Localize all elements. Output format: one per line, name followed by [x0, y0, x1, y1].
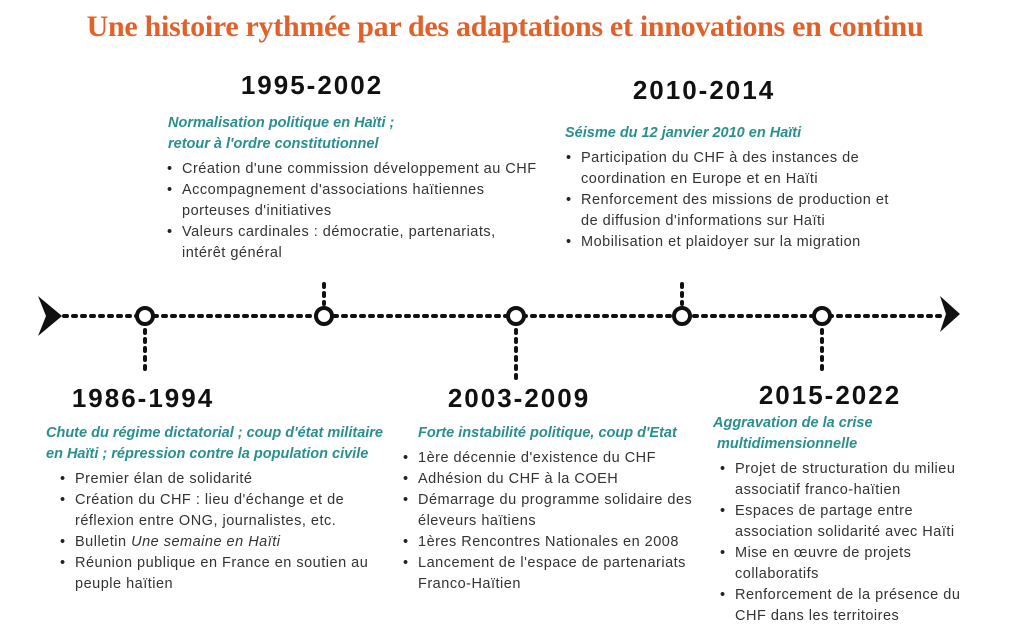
node — [314, 306, 334, 326]
list-item: Création d'une commission développement … — [167, 159, 537, 180]
period-years: 1995-2002 — [240, 70, 384, 100]
list-item: 1ère décennie d'existence du CHF — [403, 448, 703, 469]
list-item: Espaces de partage entre association sol… — [720, 501, 995, 543]
list-item: Mise en œuvre de projets collaboratifs — [720, 543, 995, 585]
period-block: Forte instabilité politique, coup d'Etat… — [403, 423, 703, 595]
item-list: Premier élan de solidaritéCréation du CH… — [60, 469, 370, 595]
list-item: Participation du CHF à des instances de … — [566, 148, 906, 190]
period-subtitle: en Haïti ; répression contre la populati… — [46, 446, 369, 462]
period-block: Aggravation de la crise multidimensionnel… — [713, 413, 995, 627]
list-item: Renforcement des missions de production … — [566, 190, 906, 232]
list-item: Renforcement de la présence du CHF dans … — [720, 585, 995, 627]
node — [135, 306, 155, 326]
period-block: Chute du régime dictatorial ; coup d'éta… — [46, 423, 383, 595]
period-subtitle: Normalisation politique en Haïti ; — [168, 115, 395, 131]
list-item: Premier élan de solidarité — [60, 469, 370, 490]
title: Une histoire rythmée par des adaptations… — [86, 10, 924, 43]
list-item: Accompagnement d'associations haïtiennes… — [167, 180, 537, 222]
arrow-right — [940, 296, 960, 332]
connectors — [143, 282, 824, 382]
period-years: 2003-2009 — [447, 383, 591, 413]
item-list: Participation du CHF à des instances de … — [566, 148, 906, 253]
list-item: Démarrage du programme solidaire des éle… — [403, 490, 703, 532]
period-subtitle: multidimensionnelle — [717, 436, 858, 452]
period-years: 2015-2022 — [758, 380, 902, 410]
item-list: Création d'une commission développement … — [167, 159, 537, 264]
node — [506, 306, 526, 326]
period-years: 2010-2014 — [632, 75, 776, 105]
list-item: Valeurs cardinales : démocratie, partena… — [167, 222, 537, 264]
period-subtitle: retour à l'ordre constitutionnel — [168, 136, 379, 152]
period-subtitle: Chute du régime dictatorial ; coup d'éta… — [46, 425, 383, 441]
nodes — [135, 306, 832, 326]
list-item: Lancement de l'espace de partenariats Fr… — [403, 553, 703, 595]
list-item: 1ères Rencontres Nationales en 2008 — [403, 532, 703, 553]
period-block: Normalisation politique en Haïti ; retour… — [167, 113, 537, 264]
node — [812, 306, 832, 326]
list-item: Projet de structuration du milieu associ… — [720, 459, 995, 501]
list-item: Adhésion du CHF à la COEH — [403, 469, 703, 490]
list-item: Bulletin Une semaine en Haïti — [60, 532, 370, 553]
item-title: Une semaine en Haïti — [131, 534, 281, 550]
period-years: 1986-1994 — [71, 383, 215, 413]
arrow-left — [38, 296, 62, 336]
node — [672, 306, 692, 326]
item-text: Bulletin — [75, 534, 127, 550]
period-subtitle: Forte instabilité politique, coup d'Etat — [418, 425, 677, 441]
item-list: 1ère décennie d'existence du CHFAdhésion… — [403, 448, 703, 595]
period-block: Séisme du 12 janvier 2010 en Haïti Partic… — [565, 123, 906, 253]
list-item: Réunion publique en France en soutien au… — [60, 553, 370, 595]
item-list: Projet de structuration du milieu associ… — [720, 459, 995, 627]
list-item: Mobilisation et plaidoyer sur la migrati… — [566, 232, 906, 253]
list-item: Création du CHF : lieu d'échange et de r… — [60, 490, 370, 532]
period-subtitle: Aggravation de la crise — [713, 415, 873, 431]
period-subtitle: Séisme du 12 janvier 2010 en Haïti — [565, 125, 802, 141]
